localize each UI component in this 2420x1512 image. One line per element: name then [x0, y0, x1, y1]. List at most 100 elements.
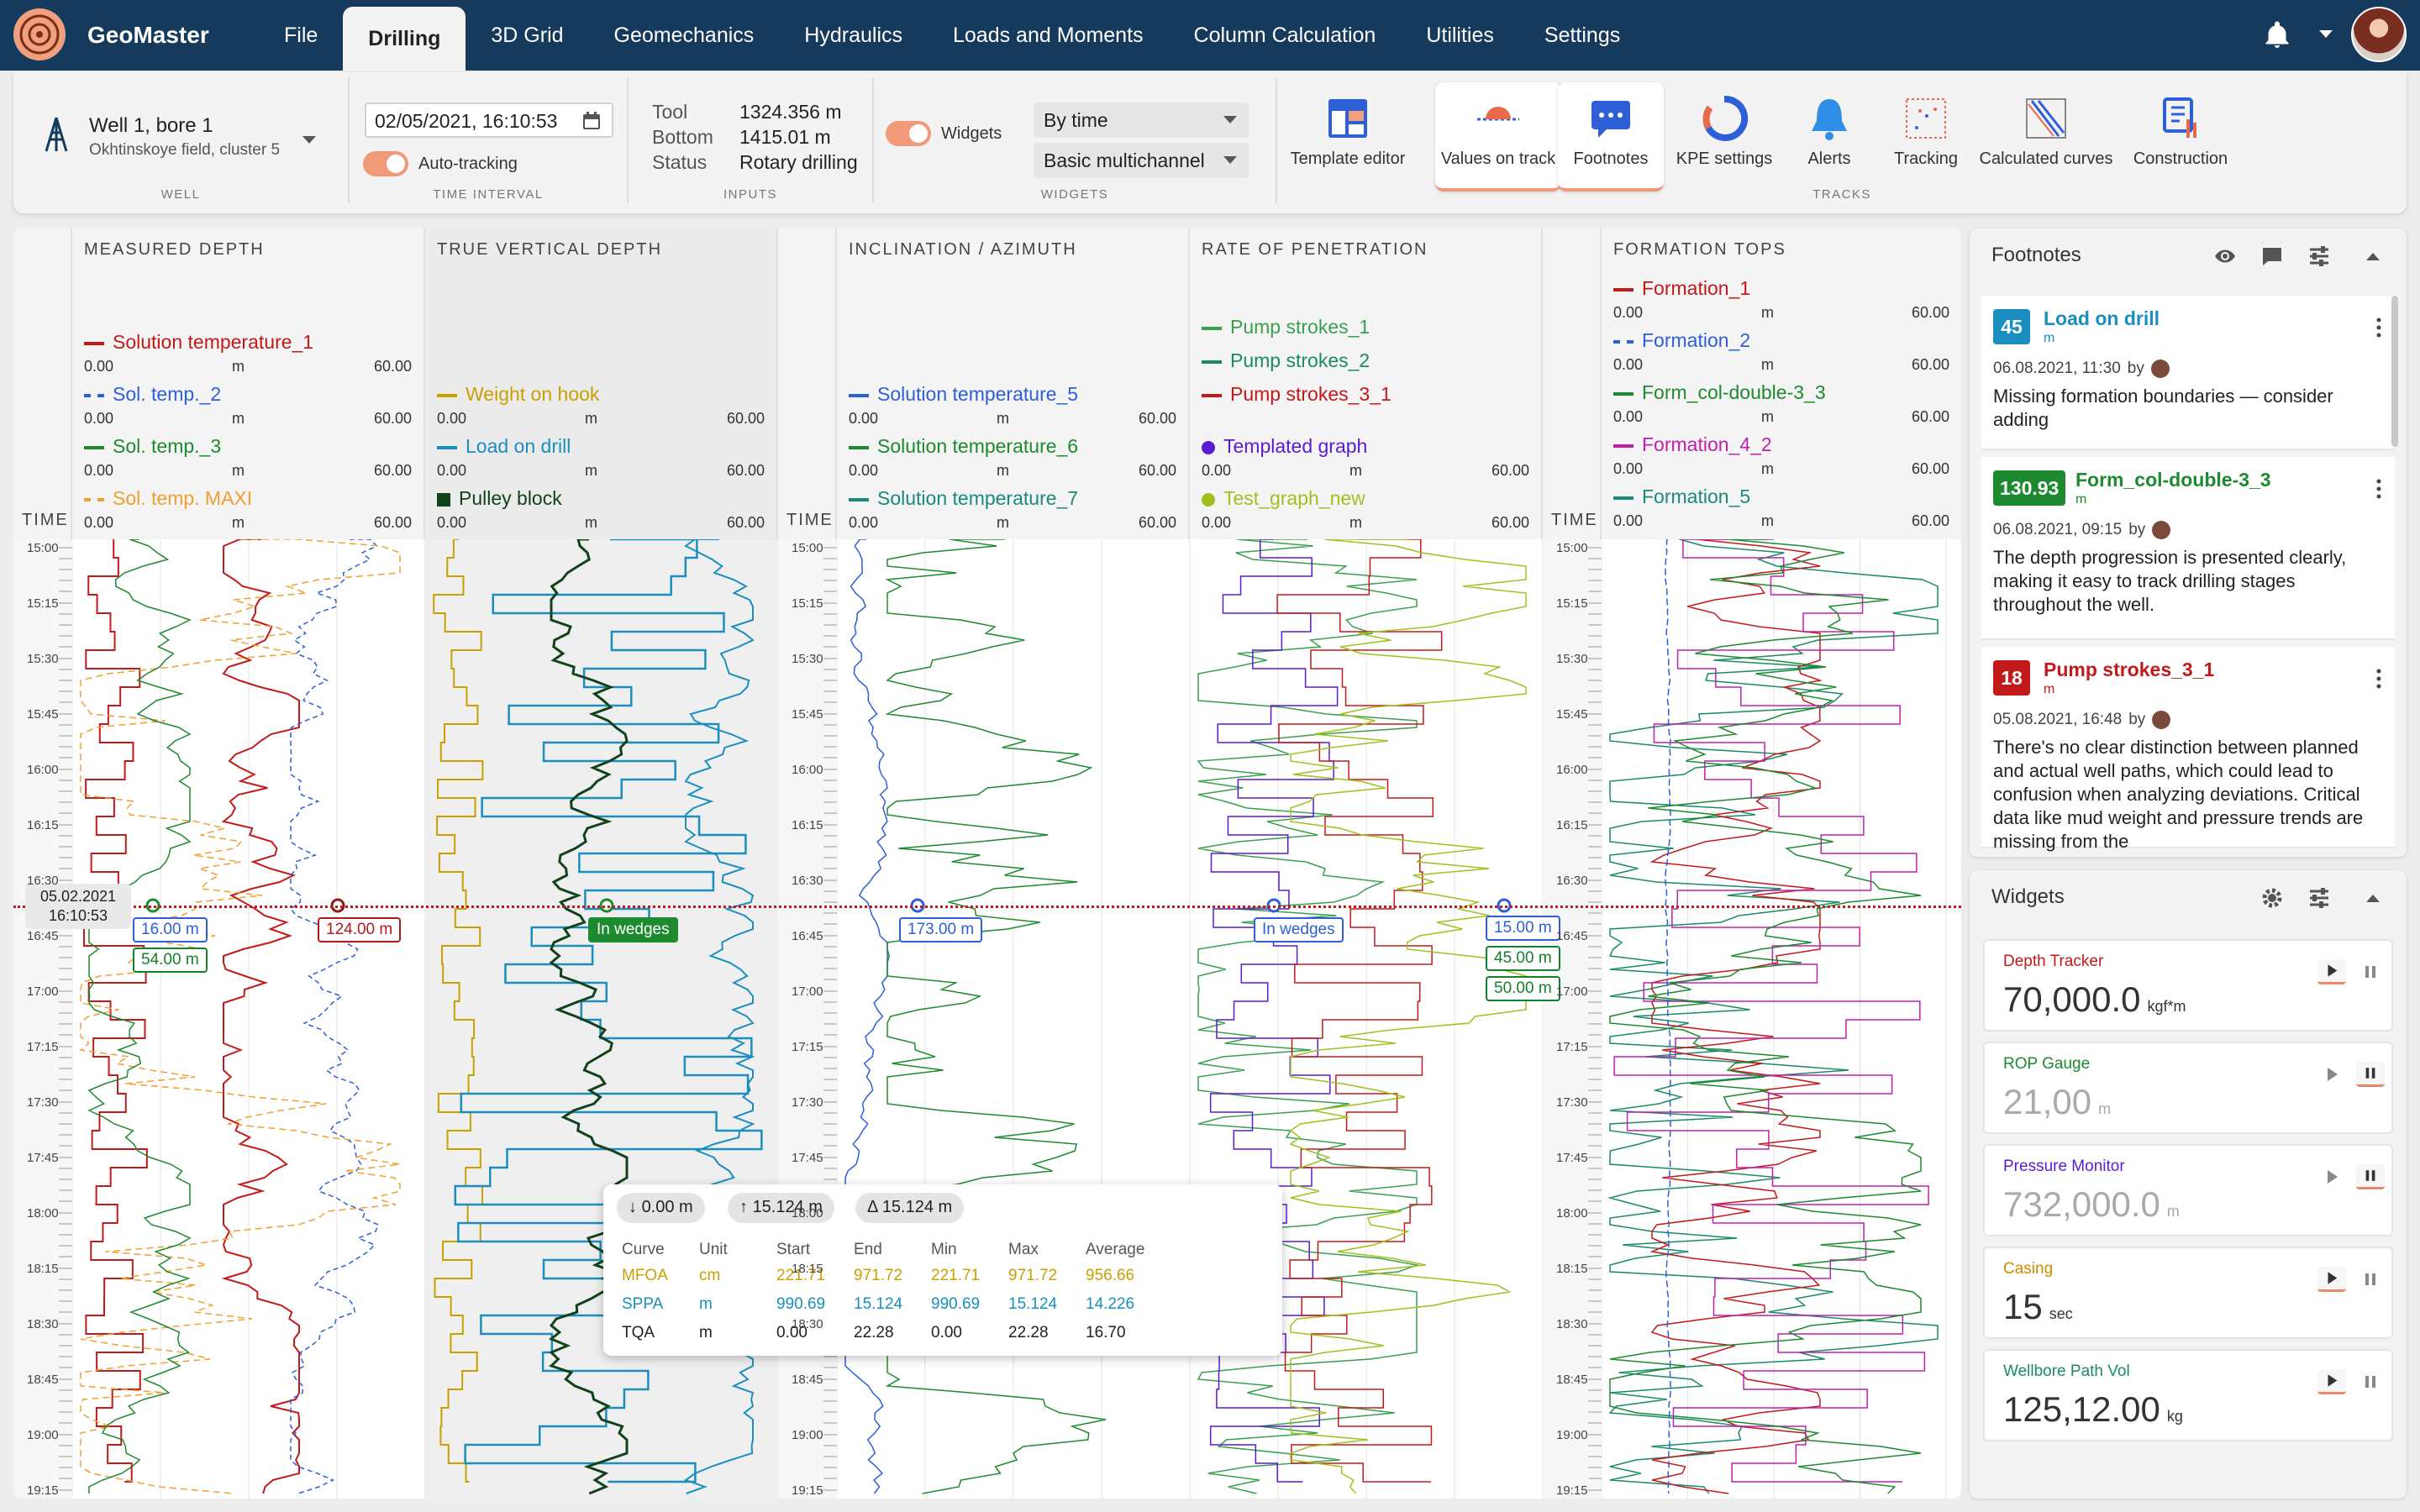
well-dropdown-icon[interactable]: [302, 136, 316, 144]
start-depth-pill[interactable]: ↓ 0.00 m: [617, 1193, 705, 1223]
track-button-construction[interactable]: Construction: [2121, 82, 2240, 192]
track-plots[interactable]: [13, 539, 1961, 1499]
collapse-icon[interactable]: [2361, 245, 2385, 267]
legend-curve[interactable]: Load on drill: [437, 435, 571, 458]
footnote-curve-name[interactable]: Form_col-double-3_3: [2075, 469, 2271, 491]
cursor-value-ft2[interactable]: 45.00 m: [1486, 946, 1560, 971]
play-icon[interactable]: [2317, 1062, 2346, 1087]
legend-curve[interactable]: Solution temperature_6: [849, 435, 1078, 458]
track-button-values-on-track[interactable]: Values on track: [1435, 82, 1561, 192]
cursor-value-md2[interactable]: 54.00 m: [133, 948, 208, 973]
cursor-value-ft3[interactable]: 50.00 m: [1486, 976, 1560, 1001]
gear-icon[interactable]: [2260, 887, 2284, 909]
widget-card[interactable]: Wellbore Path Vol 125,12.00 kg: [1983, 1349, 2393, 1441]
well-name[interactable]: Well 1, bore 1: [89, 114, 213, 137]
nav-hydraulics[interactable]: Hydraulics: [804, 23, 902, 47]
legend-curve[interactable]: Sol. temp._2: [84, 383, 221, 406]
nav-settings[interactable]: Settings: [1544, 23, 1621, 47]
track-button-alerts[interactable]: Alerts: [1793, 82, 1865, 192]
filter-sliders-icon[interactable]: [2307, 887, 2331, 909]
pause-icon[interactable]: [2356, 1369, 2385, 1394]
widgets-toggle[interactable]: [886, 121, 931, 146]
cursor-value-md1[interactable]: 16.00 m: [133, 917, 208, 942]
stats-row[interactable]: SPPA m 990.69 15.124 990.69 15.124 14.226: [622, 1290, 1163, 1319]
more-options-icon[interactable]: [2376, 669, 2381, 689]
comment-icon[interactable]: [2260, 245, 2284, 267]
track-button-calculated-curves[interactable]: Calculated curves: [1980, 82, 2112, 192]
nav-file[interactable]: File: [284, 23, 318, 47]
cursor-value-rop[interactable]: In wedges: [1254, 917, 1344, 942]
collapse-icon[interactable]: [2361, 887, 2385, 909]
track-button-kpe-settings[interactable]: KPE settings: [1667, 82, 1781, 192]
legend-curve[interactable]: Pump strokes_1: [1202, 316, 1370, 339]
pause-icon[interactable]: [2356, 1062, 2385, 1087]
time-cursor-line[interactable]: [13, 906, 1961, 908]
legend-curve[interactable]: Form_col-double-3_3: [1613, 381, 1826, 404]
footnote-card[interactable]: 18 Pump strokes_3_1 m 05.08.2021, 16:48 by Th…: [1981, 647, 2395, 852]
cursor-value-ft1[interactable]: 15.00 m: [1486, 916, 1560, 941]
legend-curve[interactable]: Solution temperature_7: [849, 487, 1078, 510]
legend-curve[interactable]: Solution temperature_5: [849, 383, 1078, 406]
legend-curve[interactable]: Sol. temp._3: [84, 435, 221, 458]
play-icon[interactable]: [2317, 1369, 2346, 1394]
legend-curve[interactable]: Sol. temp. MAXI: [84, 487, 252, 510]
cursor-value-inc[interactable]: 173.00 m: [899, 917, 983, 942]
track-button-footnotes[interactable]: Footnotes: [1558, 82, 1664, 192]
pause-icon[interactable]: [2356, 1164, 2385, 1189]
legend-curve[interactable]: Pump strokes_2: [1202, 349, 1370, 372]
widget-card[interactable]: Casing 15 sec: [1983, 1247, 2393, 1339]
footnote-card[interactable]: 130.93 Form_col-double-3_3 m 06.08.2021, 09…: [1981, 457, 2395, 640]
curve-line: [83, 539, 148, 1483]
legend-curve[interactable]: Pulley block: [437, 487, 562, 510]
eye-icon[interactable]: [2213, 245, 2237, 267]
cursor-value-md3[interactable]: 124.00 m: [318, 917, 402, 942]
footnote-card[interactable]: 45 Load on drill m 06.08.2021, 11:30 by Missi…: [1981, 296, 2395, 450]
nav-drilling[interactable]: Drilling: [343, 7, 466, 71]
legend-curve[interactable]: Pump strokes_3_1: [1202, 383, 1392, 406]
widget-card[interactable]: Pressure Monitor 732,000.0 m: [1983, 1144, 2393, 1236]
nav-3d-grid[interactable]: 3D Grid: [491, 23, 564, 47]
footnote-curve-name[interactable]: Load on drill: [2044, 307, 2160, 329]
legend-curve[interactable]: Weight on hook: [437, 383, 599, 406]
footnote-curve-name[interactable]: Pump strokes_3_1: [2044, 659, 2215, 680]
nav-column-calculation[interactable]: Column Calculation: [1193, 23, 1376, 47]
nav-loads-and-moments[interactable]: Loads and Moments: [953, 23, 1144, 47]
cursor-value-tvd[interactable]: In wedges: [588, 917, 678, 942]
legend-curve[interactable]: Formation_2: [1613, 329, 1750, 352]
date-time-input[interactable]: 02/05/2021, 16:10:53: [365, 102, 613, 138]
scale-max: 60.00: [726, 410, 765, 427]
play-icon[interactable]: [2317, 1267, 2346, 1292]
legend-curve[interactable]: Formation_5: [1613, 486, 1750, 508]
play-icon[interactable]: [2317, 1164, 2346, 1189]
user-avatar[interactable]: [2351, 7, 2407, 62]
delta-depth-pill[interactable]: Δ 15.124 m: [855, 1193, 965, 1223]
more-options-icon[interactable]: [2376, 479, 2381, 499]
calendar-icon[interactable]: [581, 111, 602, 131]
filter-sliders-icon[interactable]: [2307, 245, 2331, 267]
play-icon[interactable]: [2317, 959, 2346, 984]
track-button-tracking[interactable]: Tracking: [1886, 82, 1966, 192]
notification-bell-icon[interactable]: [2262, 20, 2292, 50]
geomaster-logo-icon[interactable]: [12, 7, 67, 62]
template-select[interactable]: Basic multichannel: [1034, 143, 1249, 178]
track-button-template-editor[interactable]: Template editor: [1286, 82, 1410, 192]
nav-geomechanics[interactable]: Geomechanics: [613, 23, 755, 47]
widget-card[interactable]: Depth Tracker 70,000.0 kgf*m: [1983, 939, 2393, 1032]
pause-icon[interactable]: [2356, 959, 2385, 984]
legend-curve[interactable]: Formation_4_2: [1613, 433, 1772, 456]
nav-utilities[interactable]: Utilities: [1426, 23, 1494, 47]
auto-tracking-toggle[interactable]: [363, 151, 408, 176]
footnotes-scrollbar[interactable]: [2391, 296, 2398, 447]
end-depth-pill[interactable]: ↑ 15.124 m: [728, 1193, 834, 1223]
legend-curve[interactable]: Templated graph: [1202, 435, 1367, 458]
legend-curve[interactable]: Solution temperature_1: [84, 331, 313, 354]
stats-row[interactable]: TQA m 0.00 22.28 0.00 22.28 16.70: [622, 1319, 1163, 1347]
more-options-icon[interactable]: [2376, 318, 2381, 338]
pause-icon[interactable]: [2356, 1267, 2385, 1292]
stats-row[interactable]: MFOA cm 221.71 971.72 221.71 971.72 956.66: [622, 1262, 1163, 1290]
mode-select[interactable]: By time: [1034, 102, 1249, 138]
account-dropdown-icon[interactable]: [2317, 29, 2334, 40]
widget-card[interactable]: ROP Gauge 21,00 m: [1983, 1042, 2393, 1134]
legend-curve[interactable]: Test_graph_new: [1202, 487, 1365, 510]
legend-curve[interactable]: Formation_1: [1613, 277, 1750, 300]
